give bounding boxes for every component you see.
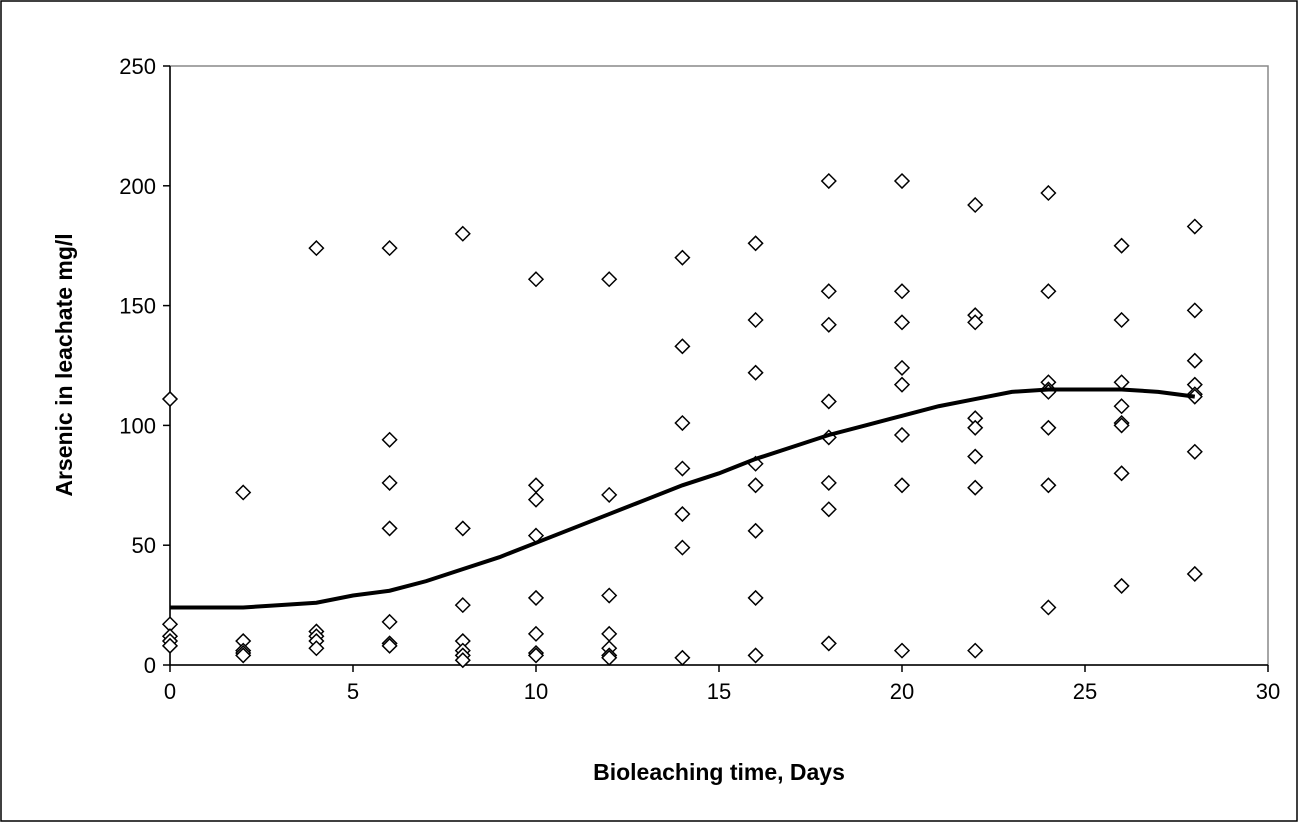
data-point xyxy=(820,474,837,491)
data-point xyxy=(308,240,325,257)
x-tick-label: 10 xyxy=(524,679,548,704)
data-point xyxy=(820,501,837,518)
x-tick-label: 0 xyxy=(164,679,176,704)
data-point xyxy=(454,225,471,242)
y-tick-label: 50 xyxy=(132,533,156,558)
x-tick-label: 15 xyxy=(707,679,731,704)
data-point xyxy=(1040,477,1057,494)
data-point xyxy=(1186,565,1203,583)
data-point xyxy=(527,271,545,288)
data-point xyxy=(820,393,837,410)
data-point xyxy=(820,316,837,333)
data-point xyxy=(967,196,984,214)
data-point xyxy=(1113,237,1130,254)
data-point xyxy=(381,520,398,537)
data-point xyxy=(527,589,545,606)
data-point xyxy=(381,613,398,630)
data-point xyxy=(967,419,984,436)
data-point xyxy=(967,314,984,331)
data-point xyxy=(674,249,691,266)
data-point xyxy=(527,625,545,642)
y-tick-label: 100 xyxy=(119,413,156,438)
data-point xyxy=(893,283,911,300)
data-point xyxy=(1040,283,1057,300)
data-point xyxy=(601,587,618,604)
data-point xyxy=(454,597,471,614)
x-axis-title: Bioleaching time, Days xyxy=(593,759,845,785)
data-point xyxy=(1113,398,1130,415)
data-point xyxy=(674,338,691,355)
data-point xyxy=(674,505,691,523)
y-tick-label: 150 xyxy=(119,294,156,319)
data-point xyxy=(1040,184,1057,202)
data-point xyxy=(967,479,984,496)
trend-line xyxy=(170,387,1196,610)
data-point xyxy=(747,364,764,381)
data-point xyxy=(1186,302,1203,319)
data-point xyxy=(381,637,398,654)
data-point xyxy=(674,539,691,556)
data-point xyxy=(161,637,179,654)
data-point xyxy=(1113,311,1130,329)
data-point xyxy=(967,448,984,465)
data-point xyxy=(893,477,911,494)
data-point xyxy=(1186,352,1203,369)
data-point xyxy=(747,522,764,539)
data-point xyxy=(1113,577,1130,594)
data-point xyxy=(747,477,764,494)
y-axis-title: Arsenic in leachate mg/l xyxy=(51,233,77,496)
y-tick-label: 250 xyxy=(119,54,156,79)
data-point xyxy=(893,426,911,444)
data-point xyxy=(747,589,764,606)
data-point xyxy=(601,649,618,666)
x-tick-label: 25 xyxy=(1073,679,1097,704)
data-point xyxy=(1113,417,1130,434)
data-point xyxy=(454,652,471,669)
data-point xyxy=(454,520,471,537)
data-point xyxy=(893,376,911,393)
data-point xyxy=(601,271,618,288)
x-tick-label: 5 xyxy=(347,679,359,704)
data-point xyxy=(893,314,911,331)
data-point xyxy=(527,491,545,508)
data-point xyxy=(893,172,911,190)
data-point xyxy=(381,431,398,448)
data-point xyxy=(893,642,911,659)
y-tick-label: 0 xyxy=(144,653,156,678)
data-point xyxy=(381,474,398,491)
y-tick-label: 200 xyxy=(119,174,156,199)
data-point xyxy=(601,486,618,503)
data-point xyxy=(747,235,764,252)
data-point xyxy=(893,359,911,376)
data-point xyxy=(1040,419,1057,436)
data-point xyxy=(1040,599,1057,616)
data-point xyxy=(1186,443,1203,460)
data-point xyxy=(674,460,691,477)
x-tick-label: 30 xyxy=(1256,679,1280,704)
data-point xyxy=(820,283,837,300)
data-point xyxy=(820,635,837,652)
data-point xyxy=(674,414,691,432)
data-point xyxy=(381,240,398,257)
data-point xyxy=(527,647,545,664)
data-point xyxy=(235,647,252,664)
data-point xyxy=(820,172,837,190)
data-point xyxy=(161,390,179,408)
data-point xyxy=(747,311,764,329)
data-point xyxy=(967,642,984,659)
data-point xyxy=(235,484,252,501)
data-point xyxy=(1186,218,1203,235)
data-point xyxy=(674,649,691,666)
x-tick-label: 20 xyxy=(890,679,914,704)
data-point xyxy=(1113,465,1130,482)
data-point xyxy=(747,647,764,664)
data-point xyxy=(308,640,325,657)
